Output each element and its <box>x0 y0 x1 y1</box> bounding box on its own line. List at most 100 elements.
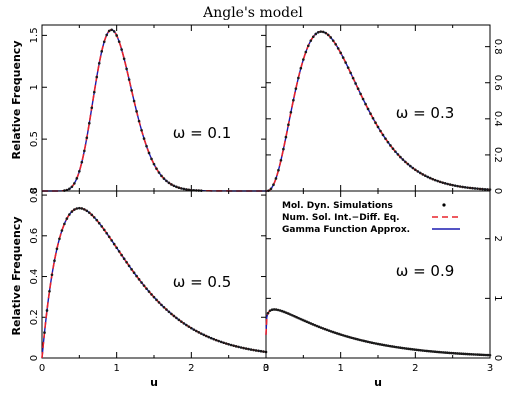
simulation-point <box>70 210 74 213</box>
simulation-point <box>441 351 445 354</box>
panel-omega-label: ω = 0.1 <box>173 124 232 142</box>
x-tick-label: 3 <box>263 363 269 374</box>
y-tick-label: 0 <box>29 188 40 194</box>
simulation-point <box>438 180 442 184</box>
simulation-point <box>421 173 425 176</box>
simulation-point <box>389 144 392 147</box>
simulation-point <box>474 353 478 356</box>
simulation-point <box>50 273 54 277</box>
simulation-point <box>447 351 451 355</box>
gamma-approx-line <box>42 29 266 192</box>
simulation-point <box>329 36 333 39</box>
simulation-point <box>140 128 143 132</box>
simulation-point <box>471 186 474 190</box>
simulation-point <box>68 213 71 216</box>
simulation-point <box>180 320 183 323</box>
simulation-point <box>476 187 479 190</box>
simulation-point <box>311 35 315 39</box>
simulation-point <box>348 335 351 339</box>
simulation-point <box>297 76 300 80</box>
simulation-point <box>468 352 471 356</box>
int-diff-dashed-line <box>41 207 267 358</box>
simulation-point <box>227 342 230 346</box>
simulation-point <box>160 174 163 178</box>
x-tick-label: 2 <box>412 363 418 374</box>
simulation-point <box>130 268 133 271</box>
simulation-point <box>297 316 300 320</box>
simulation-point <box>105 33 109 37</box>
simulation-point <box>316 31 320 34</box>
simulation-point <box>73 182 76 185</box>
simulation-point <box>115 246 118 250</box>
simulation-point <box>309 322 313 325</box>
y-tick-label: 0.5 <box>29 131 40 147</box>
simulation-point <box>414 168 417 172</box>
simulation-point <box>346 335 349 338</box>
gamma-approx-line <box>41 207 267 358</box>
simulation-point <box>291 314 294 317</box>
simulation-point <box>73 208 76 211</box>
simulation-point <box>433 350 437 354</box>
simulation-point <box>476 353 480 356</box>
simulation-point <box>482 353 486 357</box>
simulation-point <box>443 351 447 354</box>
simulation-point <box>356 87 360 91</box>
simulation-point <box>219 340 223 344</box>
simulation-point <box>130 89 133 92</box>
simulation-point <box>379 129 382 133</box>
panel-frame <box>41 190 267 359</box>
simulation-point <box>349 71 352 75</box>
simulation-point <box>90 106 94 110</box>
simulation-point <box>409 164 412 168</box>
simulation-point <box>249 348 253 351</box>
simulation-point <box>212 337 216 341</box>
simulation-point <box>120 48 123 51</box>
simulation-point <box>396 153 400 156</box>
simulation-point <box>283 310 286 314</box>
simulation-point <box>364 102 367 106</box>
simulation-point <box>319 326 323 329</box>
simulation-point <box>303 319 306 323</box>
simulation-point <box>413 348 416 351</box>
simulation-point <box>461 185 464 189</box>
simulation-point <box>170 183 173 186</box>
simulation-point <box>319 30 323 33</box>
simulation-point <box>274 308 278 311</box>
simulation-point <box>78 206 81 210</box>
simulation-point <box>311 323 315 326</box>
simulation-point <box>65 217 69 220</box>
simulation-point <box>272 308 276 311</box>
simulation-point <box>289 111 293 114</box>
simulation-point <box>483 187 487 191</box>
legend-entry-label: Mol. Dyn. Simulations <box>282 201 393 211</box>
y-tick-label: 0.6 <box>29 228 40 244</box>
simulation-point <box>356 338 359 341</box>
simulation-point <box>68 187 71 191</box>
simulation-point <box>484 353 488 357</box>
simulation-point <box>339 51 342 55</box>
simulation-point <box>354 82 357 85</box>
simulation-point <box>107 29 111 33</box>
panel-frame <box>265 24 491 192</box>
simulation-point <box>277 168 280 172</box>
simulation-point <box>185 188 188 191</box>
simulation-point <box>436 179 440 183</box>
simulation-point <box>268 309 272 312</box>
simulation-point <box>364 340 368 343</box>
simulation-point <box>307 44 310 48</box>
simulation-point <box>160 303 163 307</box>
simulation-point <box>293 314 296 318</box>
simulation-point <box>419 349 423 352</box>
simulation-point <box>481 187 484 191</box>
simulation-point <box>314 32 318 36</box>
simulation-point <box>437 350 441 354</box>
simulation-point <box>229 343 233 347</box>
simulation-point <box>361 97 365 101</box>
simulation-point <box>309 39 313 42</box>
simulation-point <box>90 213 94 217</box>
simulation-point <box>199 332 203 335</box>
simulation-point <box>456 184 459 188</box>
simulation-point <box>152 295 156 299</box>
simulation-point <box>443 182 447 185</box>
x-tick-label: 1 <box>337 363 343 374</box>
